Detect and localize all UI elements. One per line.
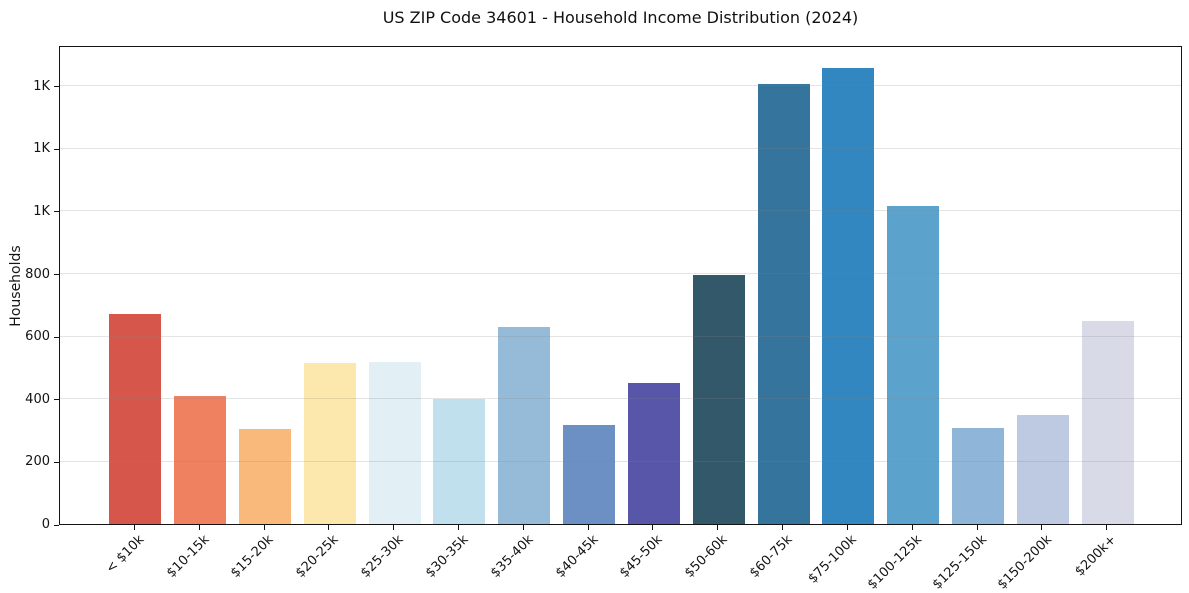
- x-tick: [198, 525, 200, 530]
- x-tick-label: $60-75k: [746, 532, 796, 581]
- bar-$150-200k: [1016, 415, 1069, 524]
- chart-title: US ZIP Code 34601 - Household Income Dis…: [382, 8, 859, 27]
- y-tick: [54, 86, 59, 88]
- bar-$75-100k: [822, 67, 875, 524]
- bar-$30-35k: [433, 399, 486, 524]
- y-tick: [54, 399, 59, 401]
- x-tick-label: $45-50k: [617, 532, 666, 581]
- x-tick-label: $15-20k: [228, 532, 277, 581]
- x-tick-label: $30-35k: [422, 532, 472, 581]
- x-tick: [328, 525, 330, 530]
- x-tick-label: $125-150k: [929, 532, 990, 593]
- bar-$60-75k: [757, 84, 810, 524]
- y-tick: [54, 148, 59, 150]
- gridline: [60, 147, 1181, 149]
- plot-area: [59, 46, 1182, 525]
- x-tick-label: $10-15k: [163, 532, 213, 581]
- y-tick: [54, 274, 59, 275]
- x-tick: [652, 525, 654, 530]
- x-tick: [717, 525, 719, 530]
- bar-$20-25k: [303, 362, 356, 524]
- y-tick: [54, 461, 59, 463]
- x-tick-label: $200k+: [1072, 532, 1120, 580]
- bar-$125-150k: [951, 427, 1004, 524]
- y-tick-label: 400: [25, 391, 50, 407]
- bar-$15-20k: [239, 428, 292, 524]
- x-tick: [1041, 525, 1043, 530]
- x-tick: [587, 525, 589, 530]
- x-tick-label: $20-25k: [293, 532, 342, 581]
- x-tick-label: < $10k: [103, 532, 148, 577]
- bar-$25-30k: [368, 362, 421, 524]
- x-tick: [133, 525, 135, 530]
- y-tick: [54, 524, 59, 526]
- x-tick-label: $35-40k: [487, 532, 537, 581]
- bar-$100-125k: [887, 206, 940, 524]
- y-tick: [54, 336, 59, 338]
- x-tick: [911, 525, 913, 530]
- x-tick-label: $150-200k: [994, 532, 1055, 593]
- x-tick: [522, 525, 524, 530]
- gridline: [60, 398, 1181, 400]
- bar-$35-40k: [498, 327, 551, 524]
- y-tick-label: 800: [25, 266, 50, 282]
- x-tick-label: $50-60k: [682, 532, 731, 581]
- y-tick-label: 1K: [33, 141, 50, 157]
- y-tick-label: 600: [25, 329, 50, 345]
- x-tick: [263, 525, 265, 530]
- x-tick: [458, 525, 459, 530]
- x-tick: [846, 525, 848, 530]
- x-tick: [1106, 525, 1108, 530]
- y-tick-label: 200: [25, 454, 50, 470]
- y-tick-label: 1K: [33, 203, 50, 219]
- bar-$200k+: [1081, 320, 1134, 524]
- x-tick-label: $25-30k: [358, 532, 407, 581]
- x-tick: [782, 525, 783, 530]
- x-tick-label: $40-45k: [552, 532, 602, 581]
- y-tick: [54, 211, 59, 213]
- bar-$45-50k: [627, 383, 680, 524]
- gridline: [60, 273, 1181, 274]
- y-axis-label: Households: [8, 244, 24, 327]
- x-tick: [393, 525, 395, 530]
- bar-< $10k: [109, 314, 162, 524]
- x-tick-label: $75-100k: [805, 532, 861, 587]
- gridline: [60, 335, 1181, 337]
- x-tick-label: $100-125k: [864, 532, 926, 593]
- gridline: [60, 85, 1181, 87]
- y-tick-label: 0: [41, 517, 50, 532]
- bar-$50-60k: [692, 275, 745, 524]
- bar-$40-45k: [563, 425, 616, 524]
- gridline: [60, 210, 1181, 212]
- gridline: [60, 460, 1181, 462]
- bar-$10-15k: [174, 395, 227, 524]
- x-tick: [976, 525, 978, 530]
- y-tick-label: 1K: [33, 78, 50, 94]
